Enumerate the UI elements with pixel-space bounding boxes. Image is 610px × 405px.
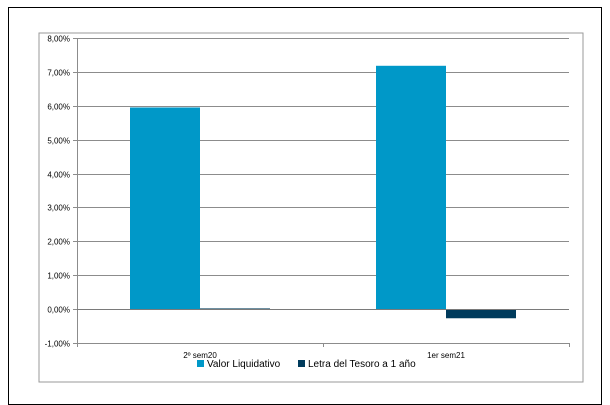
y-tick-label: 3,00% (47, 204, 70, 213)
legend-swatch-letra-tesoro (298, 360, 305, 367)
chart-container (8, 7, 602, 405)
y-tick-label: 2,00% (47, 238, 70, 247)
bar-letra-tesoro (446, 309, 516, 319)
legend-label-valor-liquidativo: Valor Liquidativo (207, 359, 281, 370)
x-tick-label: 1er sem21 (427, 351, 465, 360)
y-tick-label: 5,00% (47, 137, 70, 146)
bar-valor-liquidativo (376, 65, 446, 310)
x-tick-label: 2º sem20 (183, 351, 217, 360)
legend-swatch-valor-liquidativo (197, 360, 204, 367)
y-tick-label: 8,00% (47, 35, 70, 44)
y-tick-label: 6,00% (47, 103, 70, 112)
bar-valor-liquidativo (130, 107, 200, 310)
y-tick-label: 4,00% (47, 171, 70, 180)
y-tick-label: 0,00% (47, 306, 70, 315)
y-tick-label: -1,00% (45, 340, 70, 349)
plot-border (38, 32, 584, 383)
y-tick-label: 7,00% (47, 69, 70, 78)
bar-letra-tesoro (200, 308, 270, 310)
y-tick-label: 1,00% (47, 272, 70, 281)
legend-label-letra-tesoro: Letra del Tesoro a 1 año (308, 359, 416, 370)
